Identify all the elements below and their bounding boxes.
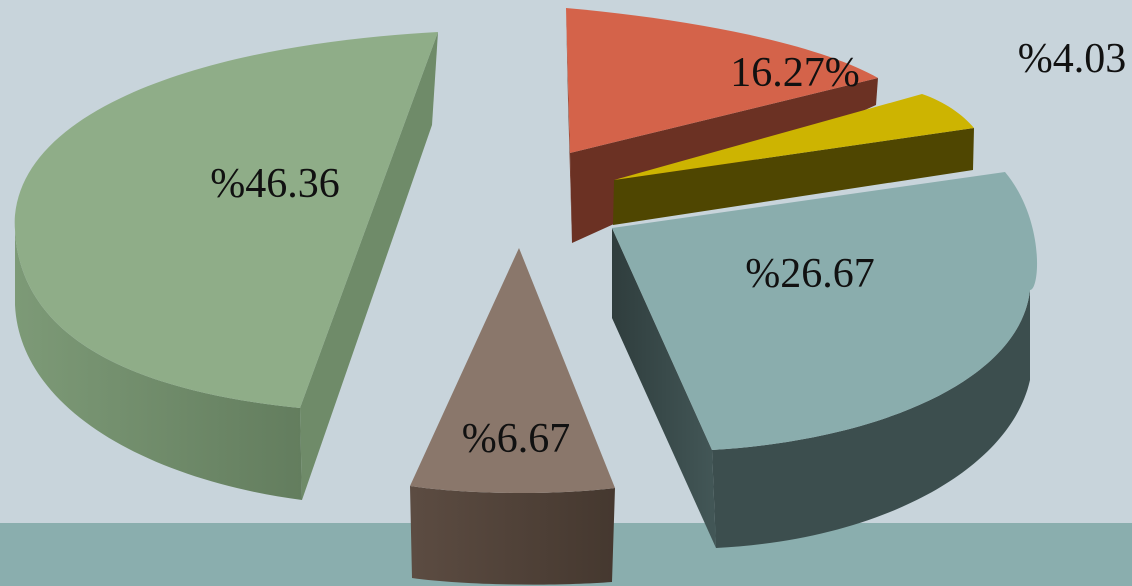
pie-slice-1-inner-side bbox=[300, 32, 438, 500]
data-label-slice-5: %6.67 bbox=[462, 416, 571, 462]
pie-slice-3 bbox=[613, 94, 974, 225]
data-label-slice-2: 16.27% bbox=[730, 50, 860, 96]
pie-slice-2-top bbox=[566, 8, 878, 153]
pie-slice-3-side bbox=[613, 128, 974, 225]
pie-slice-5-side bbox=[410, 486, 615, 585]
pie-slice-5 bbox=[410, 248, 615, 585]
pie-slice-1 bbox=[14, 32, 438, 500]
pie-slice-2-inner-side bbox=[566, 8, 572, 243]
pie-slice-4-side bbox=[612, 228, 716, 548]
data-label-slice-1: %46.36 bbox=[210, 161, 340, 207]
data-label-slice-3: %4.03 bbox=[1018, 36, 1127, 82]
pie-slice-3-top bbox=[614, 94, 974, 180]
pie-slice-1-top bbox=[14, 32, 438, 408]
data-label-slice-4: %26.67 bbox=[745, 251, 875, 297]
pie-slice-5-top bbox=[410, 248, 615, 494]
pie-slice-1-side bbox=[14, 215, 303, 500]
pie-slice-4 bbox=[612, 172, 1038, 548]
pie-slice-4-outer-side bbox=[712, 290, 1030, 548]
pie-slice-4-top bbox=[612, 172, 1038, 450]
